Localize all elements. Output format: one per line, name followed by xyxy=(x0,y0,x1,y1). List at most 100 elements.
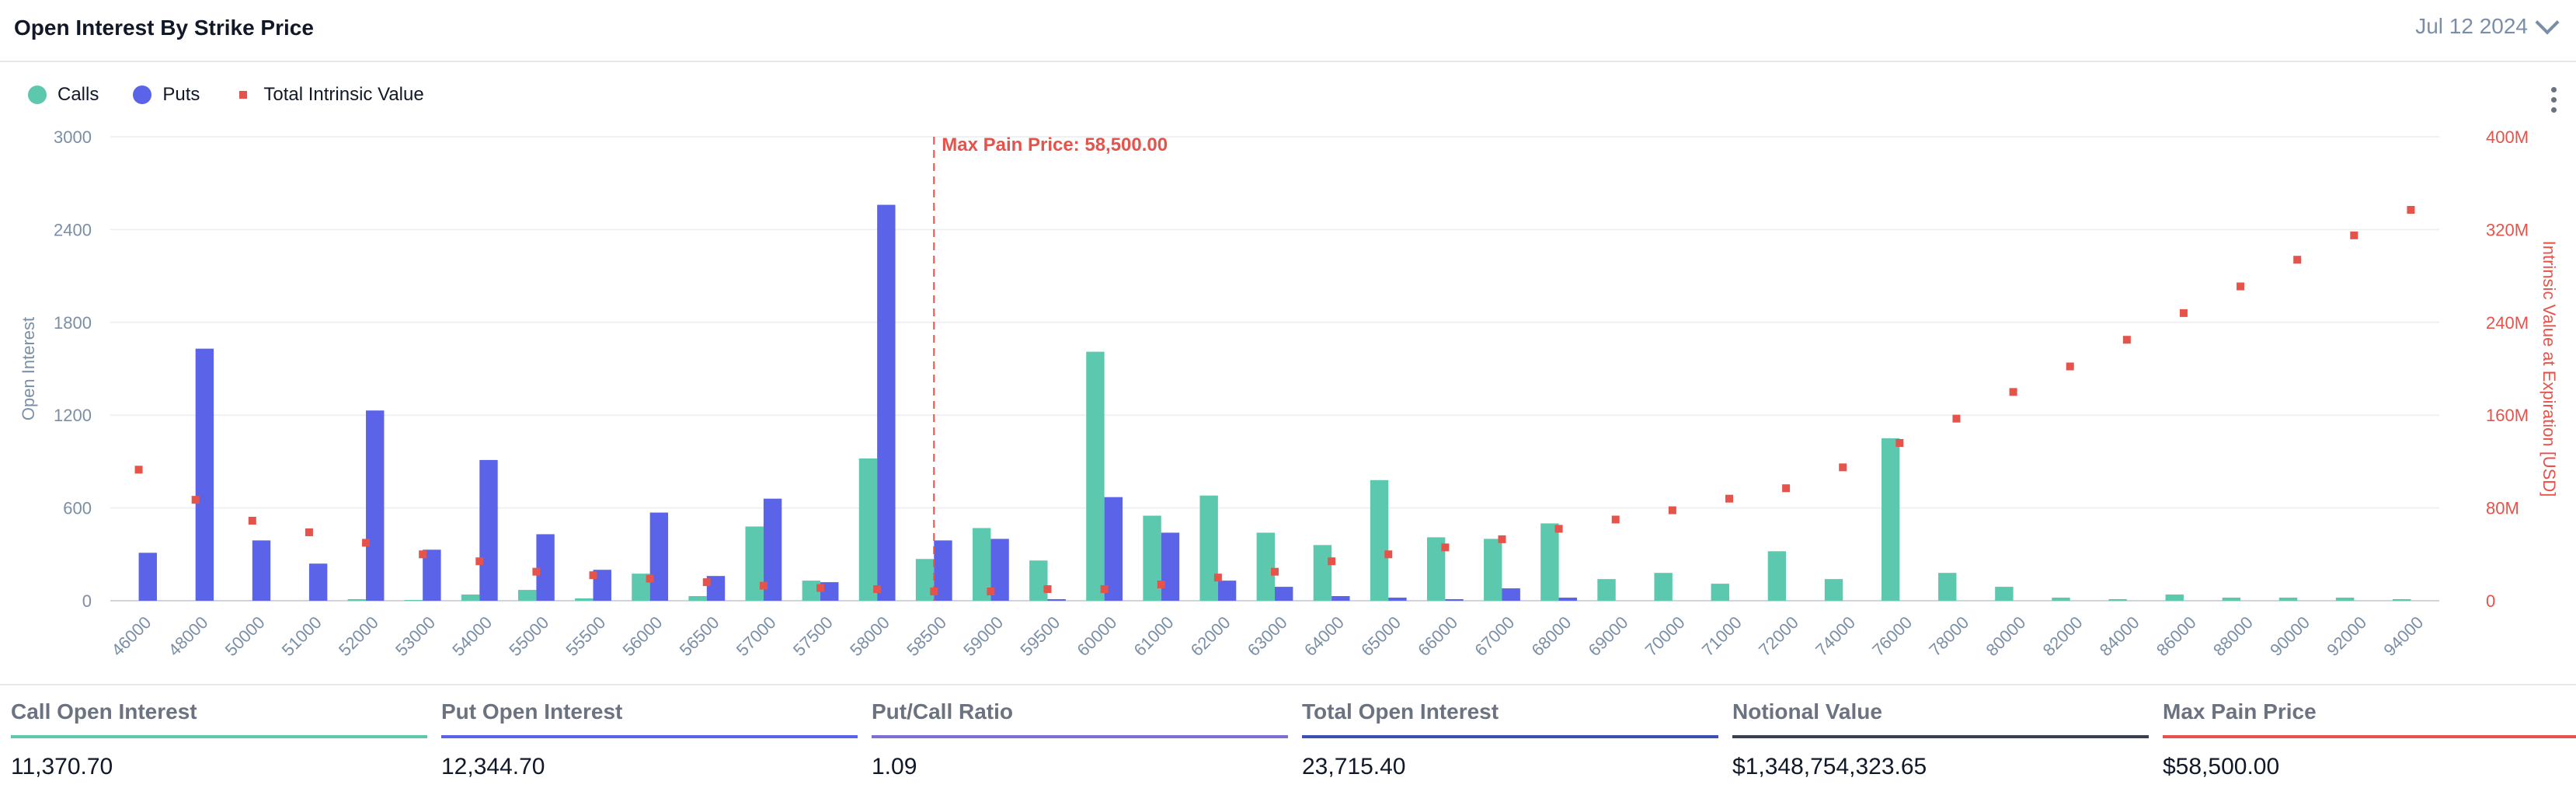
x-tick-label: 52000 xyxy=(335,612,382,660)
intrinsic-value-point xyxy=(1782,484,1791,493)
put-bar xyxy=(1332,596,1350,601)
intrinsic-value-point xyxy=(759,581,768,590)
put-bar xyxy=(366,410,385,601)
stat-label: Call Open Interest xyxy=(11,699,197,724)
call-bar xyxy=(2165,595,2184,601)
intrinsic-value-point xyxy=(475,557,484,566)
stat-label: Notional Value xyxy=(1732,699,1882,724)
call-bar xyxy=(2278,598,2298,601)
put-bar xyxy=(1104,497,1123,601)
intrinsic-value-point xyxy=(1668,506,1676,514)
put-bar xyxy=(1217,581,1237,601)
put-bar xyxy=(934,540,952,601)
intrinsic-value-point xyxy=(191,496,200,504)
call-bar xyxy=(1484,539,1502,601)
intrinsic-value-point xyxy=(2122,336,2131,344)
x-tick-label: 70000 xyxy=(1641,612,1689,660)
legend-calls[interactable]: Calls xyxy=(28,84,99,106)
call-bar xyxy=(1143,515,1161,601)
x-tick-label: 56500 xyxy=(676,612,723,660)
x-tick-label: 48000 xyxy=(165,612,212,660)
call-bar xyxy=(1199,495,1218,601)
intrinsic-value-point xyxy=(419,550,427,559)
call-bar xyxy=(575,598,594,601)
x-tick-label: 57500 xyxy=(789,612,837,660)
legend-calls-label: Calls xyxy=(57,84,99,105)
call-bar xyxy=(404,600,423,601)
x-tick-label: 50000 xyxy=(221,612,269,660)
intrinsic-value-point xyxy=(589,571,597,580)
intrinsic-value-point xyxy=(362,539,371,547)
put-bar xyxy=(1047,599,1066,601)
date-value: Jul 12 2024 xyxy=(2415,14,2528,38)
put-bar xyxy=(138,553,157,601)
y-right-tick-label: 80M xyxy=(2486,499,2519,518)
put-bar xyxy=(308,563,328,601)
y-left-tick-label: 0 xyxy=(82,591,92,611)
intrinsic-value-point xyxy=(134,466,143,474)
y-left-tick-label: 1200 xyxy=(54,406,92,425)
call-bar xyxy=(1654,573,1673,601)
x-tick-label: 94000 xyxy=(2379,612,2427,660)
puts-swatch xyxy=(133,85,152,104)
intrinsic-value-point xyxy=(1839,463,1847,472)
legend-intrinsic-label: Total Intrinsic Value xyxy=(263,84,424,105)
call-bar xyxy=(1256,532,1275,601)
intrinsic-value-point xyxy=(248,517,256,525)
stat-value: 12,344.70 xyxy=(441,754,545,779)
x-tick-label: 74000 xyxy=(1812,612,1859,660)
call-bar xyxy=(972,528,991,601)
x-tick-label: 58500 xyxy=(903,612,950,660)
intrinsic-value-point xyxy=(1157,581,1165,589)
intrinsic-value-point xyxy=(2407,206,2415,214)
legend-puts[interactable]: Puts xyxy=(133,84,200,106)
intrinsic-value-point xyxy=(2179,309,2188,317)
put-bar xyxy=(1161,532,1180,601)
stat-underline xyxy=(872,735,1288,738)
intrinsic-value-point xyxy=(1952,414,1961,423)
legend-intrinsic[interactable]: Total Intrinsic Value xyxy=(234,84,424,106)
y-left-axis-label: Open Interest xyxy=(19,317,38,420)
call-bar xyxy=(1938,573,1957,601)
put-bar xyxy=(536,534,555,601)
x-tick-label: 56000 xyxy=(619,612,667,660)
put-bar xyxy=(252,540,271,601)
x-tick-label: 60000 xyxy=(1074,612,1121,660)
y-left-tick-label: 1800 xyxy=(54,313,92,333)
intrinsic-value-point xyxy=(873,585,882,594)
stat-put-call-ratio: Put/Call Ratio 1.09 xyxy=(872,699,1288,780)
call-bar xyxy=(1426,537,1446,601)
put-bar xyxy=(1275,587,1293,601)
call-bar xyxy=(2335,598,2355,601)
x-tick-label: 72000 xyxy=(1755,612,1802,660)
x-tick-label: 59500 xyxy=(1016,612,1063,660)
stat-label: Put/Call Ratio xyxy=(872,699,1014,724)
x-tick-label: 55000 xyxy=(505,612,552,660)
date-dropdown[interactable]: Jul 12 2024 xyxy=(2415,10,2560,39)
x-tick-label: 46000 xyxy=(107,612,155,660)
intrinsic-value-point xyxy=(1611,515,1620,524)
x-tick-label: 66000 xyxy=(1414,612,1461,660)
stat-notional: Notional Value $1,348,754,323.65 xyxy=(1732,699,2149,780)
call-bar xyxy=(1540,523,1559,601)
stat-value: $58,500.00 xyxy=(2163,754,2280,779)
page-title: Open Interest By Strike Price xyxy=(14,16,314,40)
x-tick-label: 80000 xyxy=(1982,612,2029,660)
x-tick-label: 51000 xyxy=(278,612,325,660)
y-right-tick-label: 240M xyxy=(2486,313,2529,333)
call-bar xyxy=(632,574,650,601)
put-bar xyxy=(1388,598,1407,601)
intrinsic-value-point xyxy=(1043,585,1052,594)
put-bar xyxy=(706,576,726,601)
call-bar xyxy=(347,599,367,601)
call-bar xyxy=(1597,579,1616,601)
call-bar xyxy=(802,581,821,601)
x-tick-label: 71000 xyxy=(1698,612,1746,660)
chevron-down-icon xyxy=(2535,10,2560,35)
intrinsic-value-point xyxy=(1441,543,1450,552)
call-bar xyxy=(1370,479,1389,601)
x-tick-label: 84000 xyxy=(2096,612,2143,660)
more-options-icon[interactable] xyxy=(2551,87,2559,113)
intrinsic-value-point xyxy=(1100,585,1109,594)
legend-puts-label: Puts xyxy=(162,84,200,105)
